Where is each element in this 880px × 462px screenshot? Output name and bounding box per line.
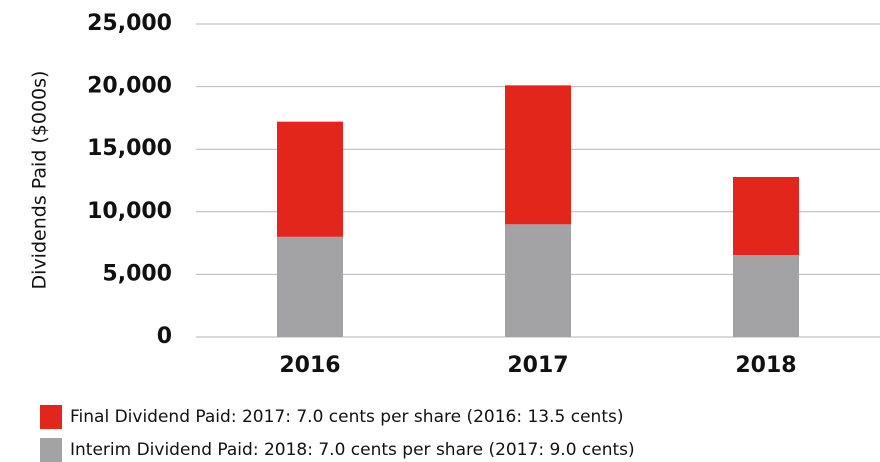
y-axis-label: Dividends Paid ($000s) xyxy=(29,71,51,290)
y-tick-label: 10,000 xyxy=(87,199,172,224)
bar-segment xyxy=(733,254,799,337)
y-tick-label: 20,000 xyxy=(87,74,172,99)
legend-label: Final Dividend Paid: 2017: 7.0 cents per… xyxy=(70,407,623,427)
y-tick-label: 25,000 xyxy=(87,11,172,36)
bar-segment xyxy=(277,121,343,237)
legend-swatch xyxy=(40,438,62,462)
legend-label: Interim Dividend Paid: 2018: 7.0 cents p… xyxy=(70,440,635,460)
bar-segment xyxy=(277,236,343,337)
y-tick-label: 5,000 xyxy=(102,261,172,286)
y-tick-label: 0 xyxy=(157,324,172,349)
x-tick-label: 2016 xyxy=(279,353,340,378)
x-tick-label: 2018 xyxy=(735,353,796,378)
bar-segment xyxy=(505,85,571,225)
legend-swatch xyxy=(40,405,62,429)
x-tick-label: 2017 xyxy=(507,353,568,378)
y-tick-label: 15,000 xyxy=(87,136,172,161)
bar-segment xyxy=(505,224,571,337)
bar-segment xyxy=(733,176,799,255)
